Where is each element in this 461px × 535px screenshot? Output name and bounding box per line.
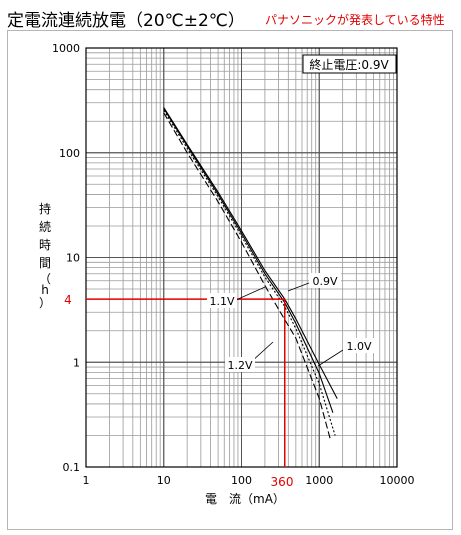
condition-box (302, 54, 397, 74)
svg-text:1.1V: 1.1V (209, 295, 234, 308)
series-line-1.0V (163, 108, 334, 413)
series-line-1.1V (163, 109, 336, 436)
series-line-0.9V (163, 107, 338, 399)
series-label-1.0v: 1.0V (317, 338, 375, 367)
y-axis-label-char: 間 (39, 256, 51, 270)
highlight-current-label: 360 (271, 475, 294, 489)
svg-text:0.9V: 0.9V (312, 275, 337, 288)
y-axis-label: 持 続 時 間 （ h ） (39, 201, 51, 310)
y-tick-labels: 0.1 1 10 100 1000 (52, 42, 80, 474)
y-axis-label-char: 時 (39, 238, 51, 252)
chart-frame (7, 30, 453, 530)
source-note: パナソニックが発表している特性 (265, 13, 445, 27)
x-axis-label: 電 流（mA） (205, 492, 285, 506)
x-tick-label: 10000 (380, 474, 415, 487)
x-tick-label: 1 (83, 474, 90, 487)
x-tick-label: 10 (157, 474, 171, 487)
series-label-1.2v: 1.2V (225, 341, 274, 372)
y-axis-label-char: 続 (39, 220, 51, 234)
condition-label: 終止電圧:0.9V (309, 57, 389, 72)
series-curves (163, 107, 338, 441)
y-tick-label: 100 (59, 147, 80, 160)
series-line-1.2V (163, 112, 332, 441)
series-label-0.9v: 0.9V (287, 273, 341, 292)
y-tick-label: 1 (73, 356, 80, 369)
svg-text:1.2V: 1.2V (227, 359, 252, 372)
x-tick-label: 1000 (305, 474, 333, 487)
plot-border (85, 47, 398, 468)
highlight-hours-label: 4 (64, 293, 72, 307)
y-tick-label: 0.1 (63, 461, 81, 474)
y-axis-label-char: ） (39, 296, 51, 310)
y-axis-label-char: h (41, 283, 49, 297)
y-tick-label: 10 (66, 252, 80, 265)
chart-title: 定電流連続放電（20℃±2℃） (7, 11, 245, 31)
y-axis-label-char: （ (39, 272, 51, 286)
y-tick-label: 1000 (52, 42, 80, 55)
x-tick-label: 100 (231, 474, 252, 487)
x-tick-labels: 1 10 100 1000 10000 (83, 474, 415, 487)
svg-text:1.0V: 1.0V (346, 340, 371, 353)
highlight-lines (86, 298, 286, 467)
series-label-1.1v: 1.1V (207, 286, 266, 308)
y-axis-label-char: 持 (39, 201, 51, 216)
